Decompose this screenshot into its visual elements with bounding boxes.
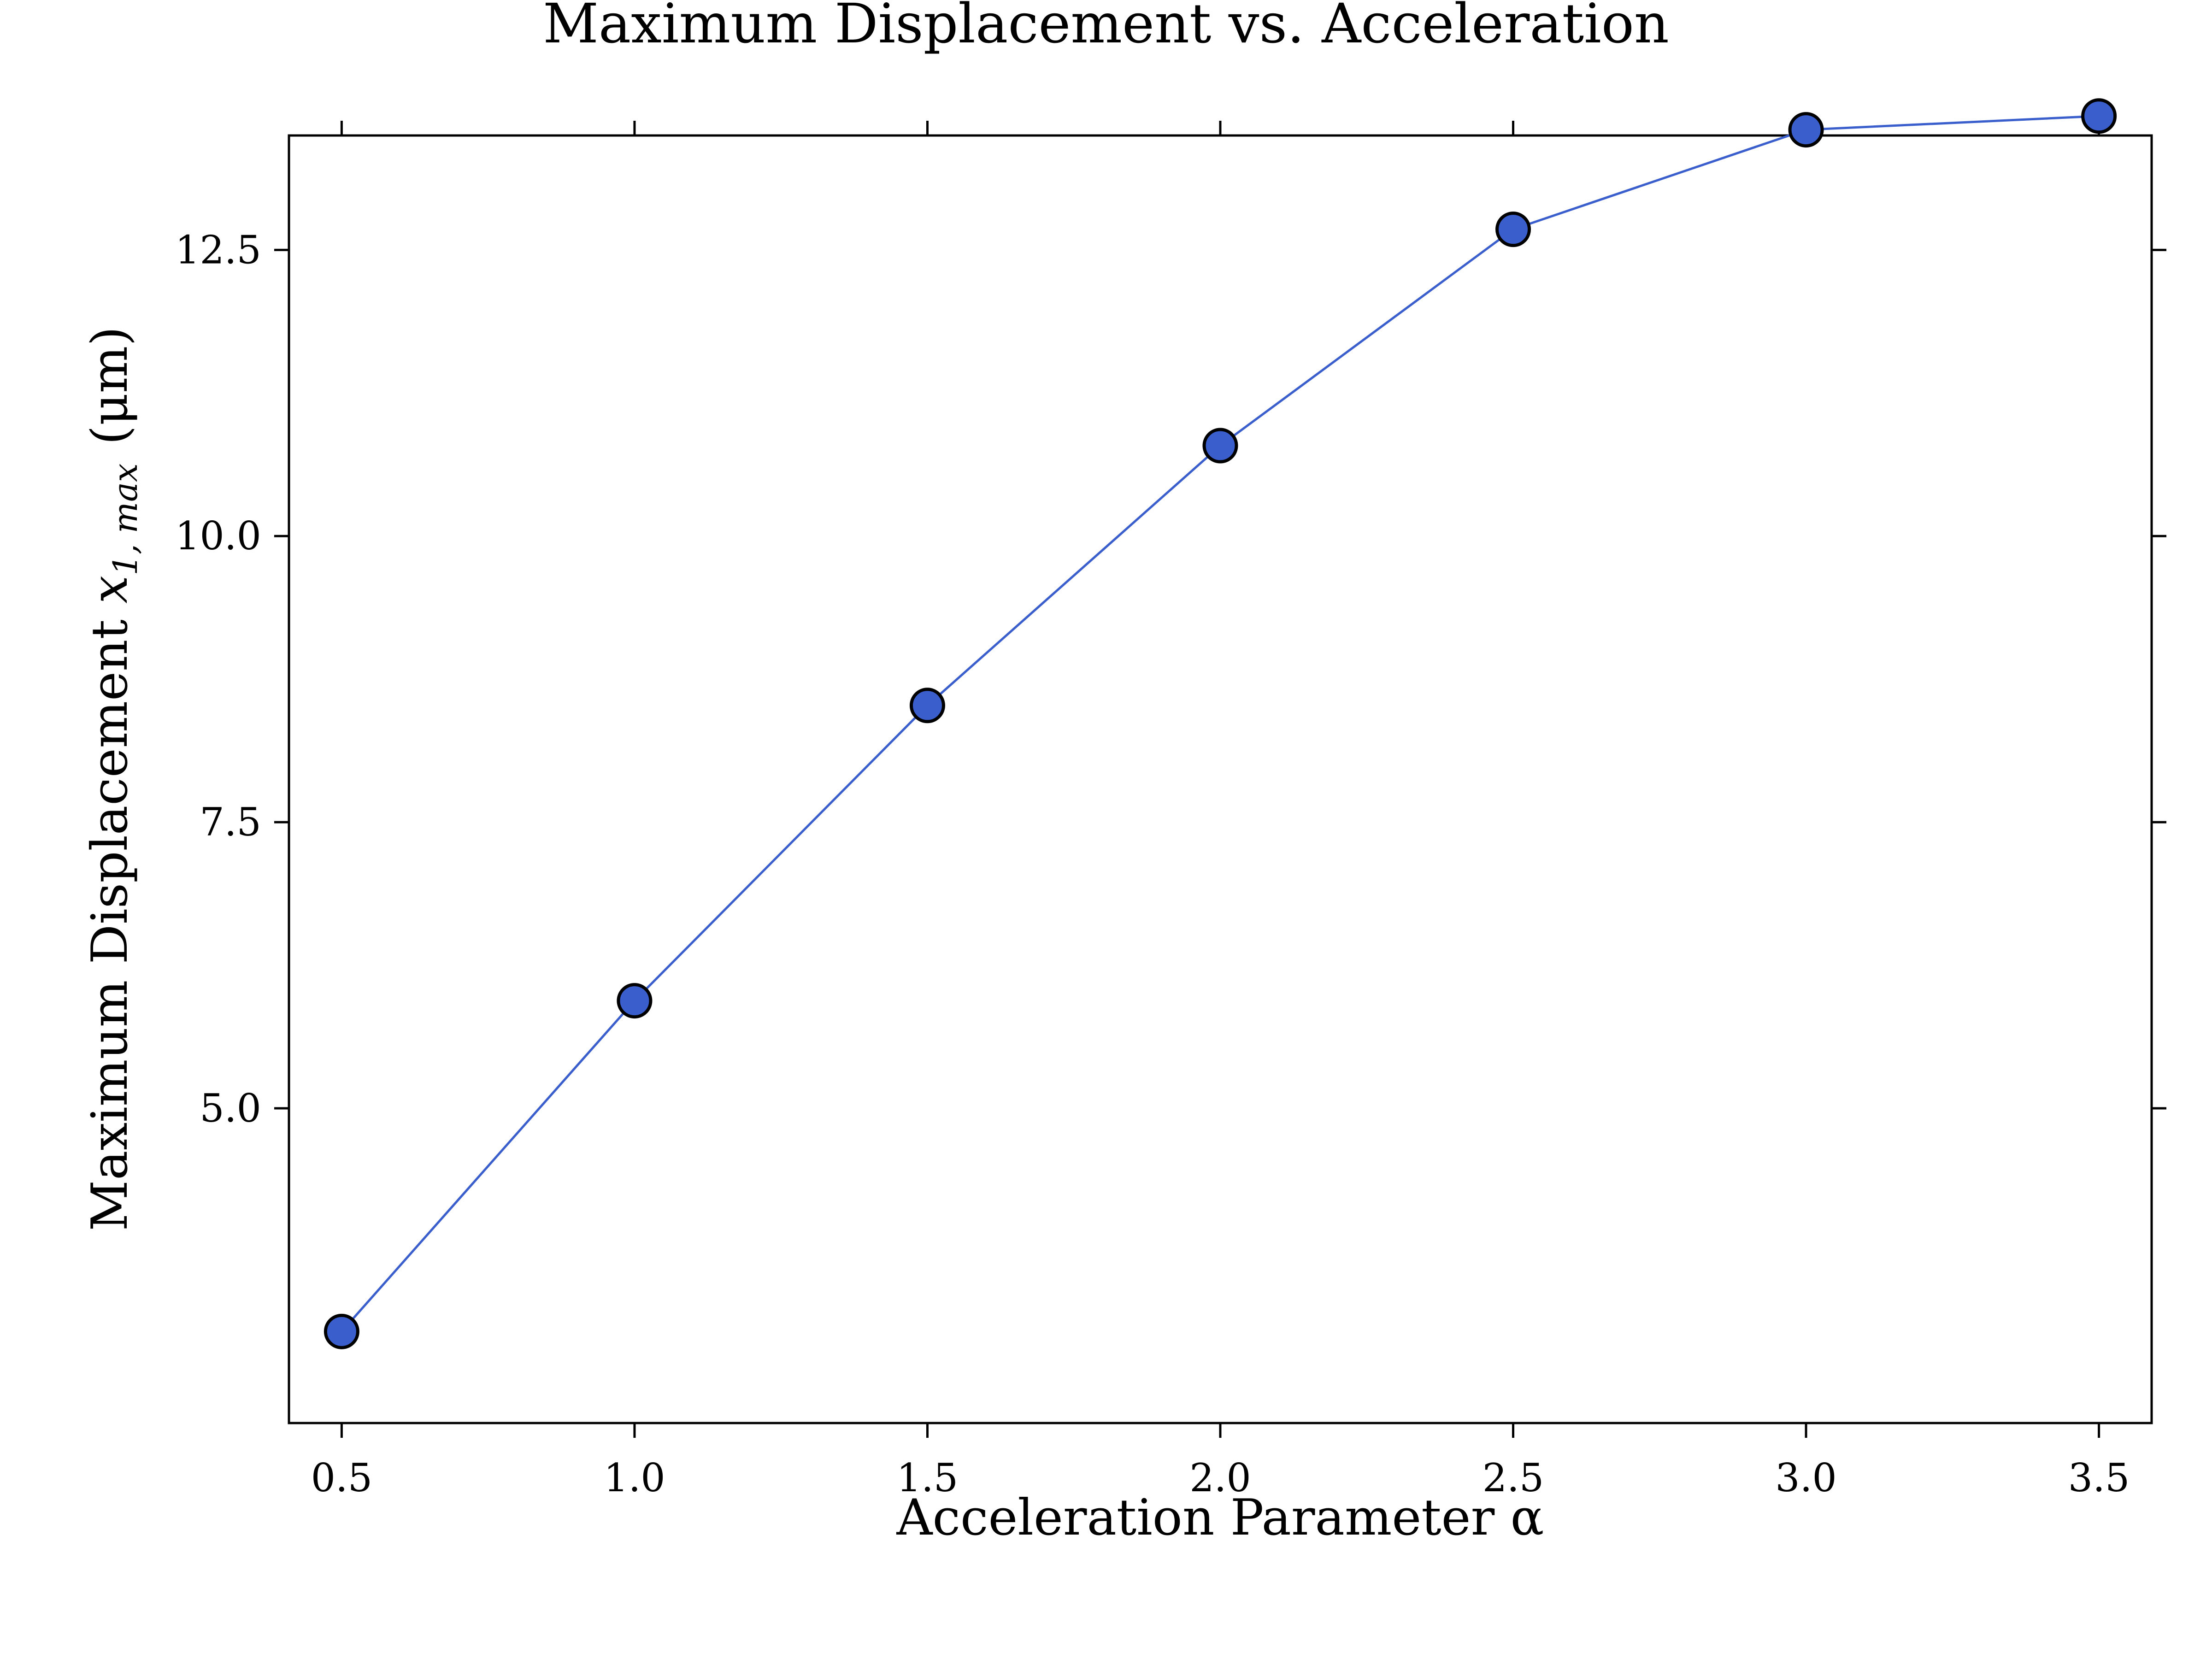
x-tick-label: 1.0 <box>604 1455 665 1500</box>
y-tick-label: 10.0 <box>175 513 261 559</box>
plot-frame <box>288 134 2153 1424</box>
x-axis-label: Acceleration Parameter α <box>896 1489 1544 1547</box>
data-point <box>1788 112 1824 148</box>
y-axis-label-variable: x <box>81 576 139 604</box>
y-tick-label: 12.5 <box>175 227 261 272</box>
data-point <box>324 1313 359 1349</box>
x-tick-label: 1.5 <box>897 1455 959 1500</box>
x-tick-label: 0.5 <box>311 1455 373 1500</box>
y-tick-label: 5.0 <box>200 1086 261 1131</box>
data-point <box>1202 428 1238 464</box>
x-tick-label: 2.5 <box>1483 1455 1544 1500</box>
series-line <box>341 115 2099 1332</box>
data-point <box>909 688 945 724</box>
data-point <box>617 983 653 1019</box>
x-tick-label: 3.5 <box>2068 1455 2130 1500</box>
y-axis-label: Maximum Displacement x1, max (μm) <box>81 327 145 1231</box>
chart-title: Maximum Displacement vs. Acceleration <box>543 0 1669 55</box>
series-layer <box>324 98 2117 1349</box>
y-axis-label-prefix: Maximum Displacement <box>81 604 139 1231</box>
data-point <box>1495 212 1531 247</box>
data-point <box>2081 98 2117 134</box>
x-tick-label: 3.0 <box>1775 1455 1837 1500</box>
y-axis-label-unit: (μm) <box>81 327 139 445</box>
y-axis-ticks: 5.0 7.5 10.0 12.5 <box>175 227 2166 1131</box>
y-tick-label: 7.5 <box>200 800 261 845</box>
x-tick-label: 2.0 <box>1189 1455 1251 1500</box>
x-axis-ticks: 0.5 1.0 1.5 2.0 2.5 3.0 3.5 <box>311 121 2130 1500</box>
y-axis-label-subscript: 1, max <box>106 463 145 575</box>
